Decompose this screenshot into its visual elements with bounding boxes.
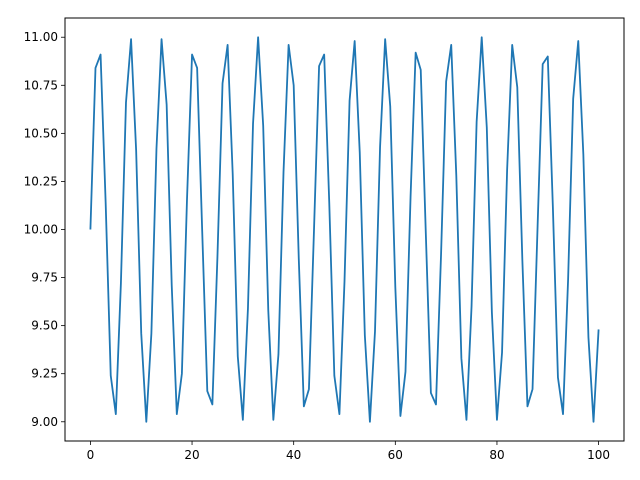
x-axis-ticks: 0 20 40 60 80 100 xyxy=(87,441,610,462)
y-tick-label: 10.00 xyxy=(24,223,58,237)
plot-area-frame xyxy=(64,17,625,442)
y-tick-label: 11.00 xyxy=(24,30,58,44)
y-tick-label: 9.00 xyxy=(31,415,58,429)
y-tick-label: 9.75 xyxy=(31,271,58,285)
x-tick-label: 40 xyxy=(286,448,301,462)
x-tick-label: 100 xyxy=(587,448,610,462)
y-tick-label: 9.25 xyxy=(31,367,58,381)
y-axis-ticks: 9.00 9.25 9.50 9.75 10.00 10.25 10.50 10.75 11.0… xyxy=(24,30,65,429)
x-tick-label: 80 xyxy=(489,448,504,462)
x-tick-label: 60 xyxy=(388,448,403,462)
y-tick-label: 9.50 xyxy=(31,319,58,333)
y-tick-label: 10.75 xyxy=(24,78,58,92)
y-tick-label: 10.25 xyxy=(24,174,58,188)
x-tick-label: 20 xyxy=(184,448,199,462)
x-tick-label: 0 xyxy=(87,448,95,462)
series-line xyxy=(89,36,600,423)
y-tick-label: 10.50 xyxy=(24,126,58,140)
